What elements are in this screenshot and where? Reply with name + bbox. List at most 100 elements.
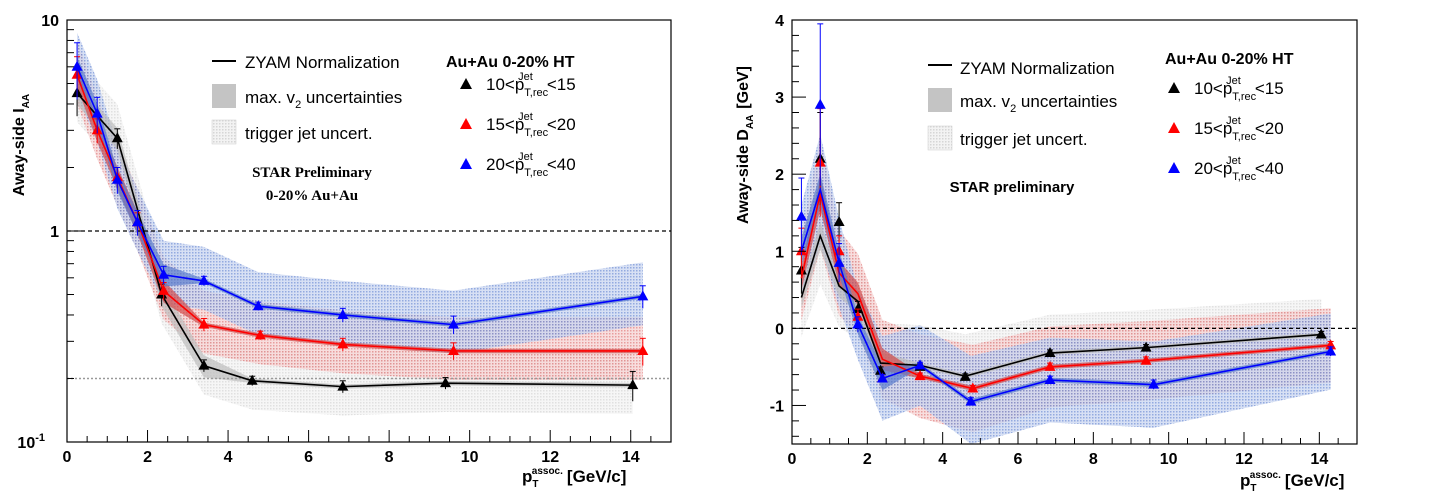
iaa-uncertainty-bands bbox=[77, 32, 643, 416]
iaa-annotation-star: STAR Preliminary bbox=[252, 165, 372, 181]
iaa-y-label: Away-side IAA bbox=[11, 94, 32, 196]
legend-marker bbox=[1168, 162, 1180, 173]
data-point bbox=[1044, 374, 1056, 385]
data-point bbox=[198, 359, 210, 370]
data-point bbox=[967, 382, 979, 393]
legend-trig-label: trigger jet uncert. bbox=[960, 130, 1088, 149]
daa-x-label: pTassoc. [GeV/c] bbox=[1240, 470, 1344, 494]
daa-uncertainty-bands bbox=[801, 134, 1331, 444]
legend-series-label: 15<pT,recJet <20 bbox=[486, 111, 576, 139]
data-point bbox=[337, 380, 349, 391]
data-point bbox=[814, 98, 826, 109]
x-tick-label: 6 bbox=[1014, 451, 1023, 468]
daa-series bbox=[795, 23, 1337, 406]
data-point bbox=[914, 370, 926, 381]
series-line bbox=[800, 193, 1331, 390]
data-point bbox=[833, 215, 845, 226]
legend-series-label: 20<pT,recJet <40 bbox=[486, 151, 576, 179]
data-point bbox=[852, 318, 864, 329]
data-point bbox=[198, 274, 210, 285]
legend-title: Au+Au 0-20% HT bbox=[446, 54, 575, 71]
legend-trig-swatch bbox=[927, 125, 953, 151]
legend-marker bbox=[1168, 82, 1180, 93]
data-point bbox=[71, 60, 83, 71]
y-tick-label: 4 bbox=[775, 13, 784, 30]
legend-zyam-label: ZYAM Normalization bbox=[960, 59, 1115, 78]
iaa-panel: 0 2 4 6 8 10 12 14 10 1 10-1 Away-side IAA pTassoc… bbox=[11, 13, 672, 490]
data-point bbox=[959, 370, 971, 381]
legend-entry-0: 10<pT,recJet <15 bbox=[460, 71, 576, 99]
data-point bbox=[833, 256, 845, 267]
data-point bbox=[246, 374, 258, 385]
legend-series-label: 20<pT,recJet <40 bbox=[1194, 155, 1284, 183]
data-point bbox=[448, 344, 460, 355]
series-line bbox=[800, 233, 1322, 377]
legend-v2-swatch bbox=[928, 88, 952, 112]
data-point bbox=[1044, 347, 1056, 358]
legend-trig-swatch bbox=[211, 119, 237, 145]
legend-marker bbox=[460, 118, 472, 129]
data-point bbox=[337, 308, 349, 319]
daa-legend-methods: ZYAM Normalization max. v2 uncertainties… bbox=[927, 59, 1117, 151]
data-point bbox=[1325, 345, 1337, 356]
legend-entry-2: 20<pT,recJet <40 bbox=[460, 151, 576, 179]
y-tick-label: 10-1 bbox=[17, 432, 45, 452]
legend-entry-1: 15<pT,recJet <20 bbox=[460, 111, 576, 139]
legend-v2-label: max. v2 uncertainties bbox=[960, 92, 1117, 115]
y-tick-label: 3 bbox=[775, 90, 784, 107]
data-point bbox=[1148, 378, 1160, 389]
y-tick-label: 0 bbox=[775, 321, 784, 338]
series-line bbox=[76, 66, 643, 326]
x-tick-label: 6 bbox=[304, 449, 313, 466]
legend-series-label: 10<pT,recJet <15 bbox=[486, 71, 576, 99]
daa-annotation-star: STAR preliminary bbox=[950, 179, 1075, 196]
iaa-axes: 0 2 4 6 8 10 12 14 10 1 10-1 bbox=[17, 13, 672, 466]
series-line bbox=[76, 92, 633, 388]
x-tick-label: 8 bbox=[385, 449, 394, 466]
x-tick-label: 10 bbox=[1160, 451, 1178, 468]
data-point bbox=[852, 310, 864, 321]
daa-y-label: Away-side DAA[GeV] bbox=[735, 66, 756, 224]
data-point bbox=[875, 364, 887, 375]
x-tick-label: 4 bbox=[224, 449, 233, 466]
band-trigger-2 bbox=[77, 32, 643, 354]
legend-entry-1: 15<pT,recJet <20 bbox=[1168, 115, 1284, 143]
legend-marker bbox=[460, 78, 472, 89]
data-point bbox=[637, 344, 649, 355]
iaa-series bbox=[71, 42, 649, 402]
legend-series-label: 15<pT,recJet <20 bbox=[1194, 115, 1284, 143]
data-point bbox=[111, 132, 123, 143]
y-tick-label: 10 bbox=[41, 13, 59, 30]
x-tick-label: 2 bbox=[863, 451, 872, 468]
data-point bbox=[158, 284, 170, 295]
legend-marker bbox=[460, 158, 472, 169]
legend-v2-swatch bbox=[212, 84, 236, 108]
data-point bbox=[91, 107, 103, 118]
data-point bbox=[448, 318, 460, 329]
iaa-legend-series: Au+Au 0-20% HT 10<pT,recJet <15 15<pT,recJ… bbox=[446, 54, 576, 179]
data-point bbox=[637, 290, 649, 301]
data-point bbox=[1140, 341, 1152, 352]
data-point bbox=[1140, 354, 1152, 365]
x-tick-label: 12 bbox=[541, 449, 559, 466]
data-point bbox=[876, 372, 888, 383]
x-tick-label: 14 bbox=[622, 449, 640, 466]
data-point bbox=[440, 377, 452, 388]
iaa-annotation-centrality: 0-20% Au+Au bbox=[266, 188, 358, 204]
data-point bbox=[795, 210, 807, 221]
data-point bbox=[1315, 328, 1327, 339]
y-tick-label: 1 bbox=[50, 224, 59, 241]
y-tick-label: 1 bbox=[775, 244, 784, 261]
data-point bbox=[254, 329, 266, 340]
y-tick-label: 2 bbox=[775, 167, 784, 184]
legend-entry-0: 10<pT,recJet <15 bbox=[1168, 75, 1284, 103]
data-point bbox=[131, 216, 143, 227]
data-point bbox=[337, 338, 349, 349]
iaa-legend-methods: ZYAM Normalization max. v2 uncertainties… bbox=[211, 53, 402, 145]
y-tick-label: -1 bbox=[770, 398, 784, 415]
legend-series-label: 10<pT,recJet <15 bbox=[1194, 75, 1284, 103]
legend-marker bbox=[1168, 122, 1180, 133]
x-tick-label: 0 bbox=[788, 451, 797, 468]
